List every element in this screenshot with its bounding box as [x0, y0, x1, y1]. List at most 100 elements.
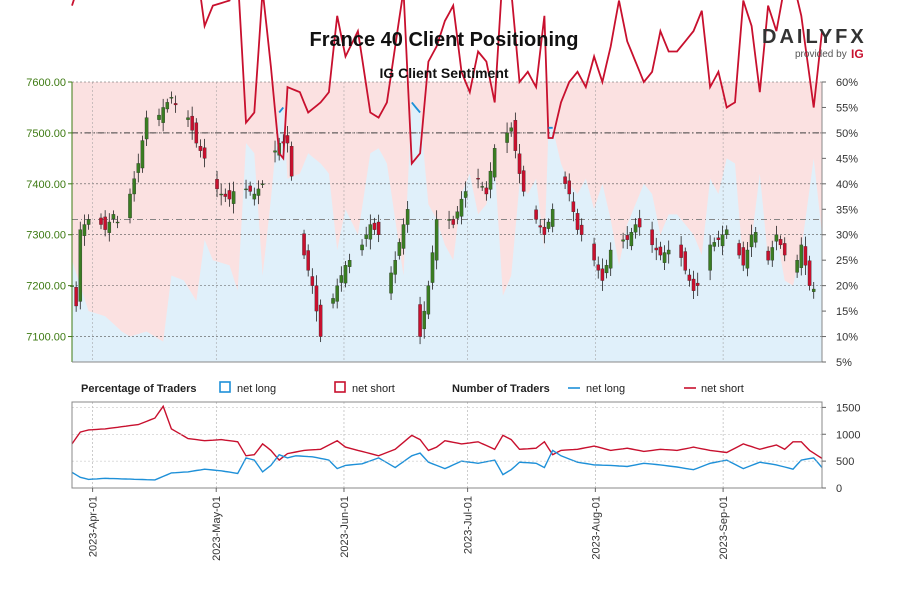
- candle-body: [795, 260, 799, 273]
- candle-body: [513, 120, 518, 151]
- candle-body: [542, 226, 547, 235]
- candle-body: [434, 219, 439, 261]
- candle-body: [799, 244, 804, 268]
- price-tick-label: 7500.00: [26, 128, 66, 140]
- pct-tick-label: 35%: [836, 204, 858, 216]
- candle-body: [198, 145, 203, 151]
- candle-body: [604, 265, 609, 274]
- candle-body: [306, 250, 310, 271]
- date-tick-label: 2023-May-01: [211, 496, 223, 561]
- candle-body: [128, 193, 132, 219]
- candle-body: [480, 186, 484, 188]
- candle-body: [169, 97, 174, 99]
- legend-num-short-label: net short: [701, 383, 744, 395]
- candle-body: [335, 285, 339, 302]
- candle-body: [173, 103, 178, 106]
- candle-body: [695, 282, 700, 286]
- candle-body: [289, 145, 294, 177]
- candle-body: [546, 221, 551, 229]
- pct-tick-label: 15%: [836, 306, 858, 318]
- candle-body: [476, 178, 480, 180]
- candle-body: [774, 234, 779, 242]
- candle-body: [741, 247, 746, 266]
- pct-tick-label: 40%: [836, 179, 858, 191]
- candle-body: [807, 260, 812, 286]
- candle-body: [633, 224, 638, 233]
- pct-tick-label: 50%: [836, 128, 858, 140]
- pct-tick-label: 25%: [836, 255, 858, 267]
- candle-body: [389, 272, 393, 294]
- candle-body: [132, 178, 136, 195]
- candle-body: [658, 246, 663, 256]
- candle-body: [318, 304, 323, 337]
- candle-body: [811, 288, 816, 292]
- candle-body: [227, 190, 232, 200]
- candle-body: [256, 188, 261, 196]
- candle-body: [803, 246, 808, 266]
- pct-tick-label: 30%: [836, 230, 858, 242]
- candle-body: [766, 250, 770, 261]
- candle-body: [654, 247, 659, 251]
- date-tick-label: 2023-Jun-01: [339, 496, 351, 558]
- pct-tick-label: 5%: [836, 357, 852, 369]
- candle-body: [600, 268, 605, 281]
- net-short-pct-line: [71, 0, 823, 166]
- candle-body: [488, 170, 493, 190]
- candle-body: [74, 287, 78, 307]
- candle-body: [215, 179, 219, 190]
- candle-body: [579, 224, 584, 235]
- candle-body: [231, 191, 236, 204]
- price-tick-label: 7400.00: [26, 179, 66, 191]
- candle-body: [103, 216, 107, 230]
- candle-body: [637, 218, 642, 228]
- candle-body: [260, 183, 265, 185]
- pct-tick-label: 60%: [836, 77, 858, 89]
- candle-body: [708, 244, 712, 271]
- candle-body: [538, 225, 542, 228]
- brand-logo: DAILYFX: [762, 26, 867, 48]
- price-tick-label: 7300.00: [26, 230, 66, 242]
- candle-body: [252, 193, 257, 200]
- candle-body: [447, 219, 451, 221]
- candle-body: [484, 187, 489, 195]
- candle-body: [563, 176, 567, 184]
- count-tick-label: 0: [836, 483, 842, 495]
- candle-body: [331, 298, 335, 304]
- legend-pct-long-swatch: [219, 381, 231, 393]
- candle-body: [223, 193, 228, 197]
- candle-body: [492, 148, 497, 178]
- candle-body: [691, 278, 696, 291]
- candle-body: [782, 243, 787, 256]
- candle-body: [115, 221, 120, 224]
- candle-body: [161, 107, 165, 123]
- candle-body: [422, 310, 426, 330]
- candle-body: [111, 214, 116, 220]
- candle-body: [749, 234, 754, 248]
- date-tick-label: 2023-Jul-01: [463, 496, 475, 554]
- net-short-count-line: [71, 404, 823, 462]
- candle-body: [86, 219, 91, 225]
- candle-body: [401, 224, 406, 249]
- price-tick-label: 7600.00: [26, 77, 66, 89]
- pct-tick-label: 45%: [836, 153, 858, 165]
- candle-body: [650, 229, 654, 246]
- count-tick-label: 1000: [836, 429, 860, 441]
- price-tick-label: 7100.00: [26, 332, 66, 344]
- date-tick-label: 2023-Apr-01: [88, 496, 100, 557]
- brand-provider: IG: [851, 47, 864, 61]
- candle-body: [194, 122, 199, 144]
- candle-body: [687, 274, 692, 281]
- candle-body: [393, 260, 397, 275]
- candle-body: [186, 117, 190, 120]
- candle-body: [662, 252, 667, 263]
- candle-body: [78, 229, 83, 302]
- candle-body: [463, 191, 468, 198]
- candle-body: [273, 150, 277, 153]
- candle-body: [621, 239, 625, 242]
- candle-body: [666, 249, 671, 255]
- pct-tick-label: 10%: [836, 332, 858, 344]
- candle-body: [778, 239, 783, 246]
- candle-body: [592, 243, 596, 261]
